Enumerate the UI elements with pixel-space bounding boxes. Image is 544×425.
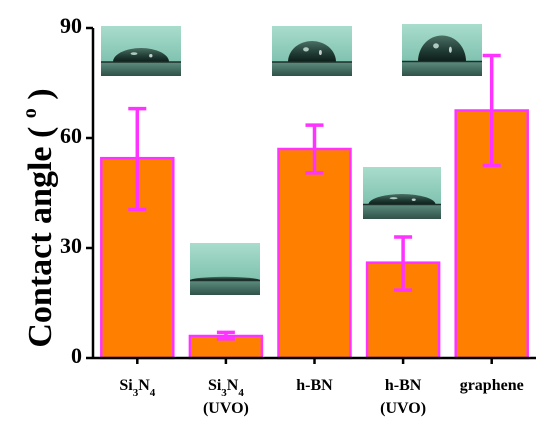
error-bar (305, 123, 324, 175)
y-axis-title-degree: o (19, 108, 41, 118)
bars-group (100, 109, 529, 360)
droplet-insets (101, 24, 482, 295)
x-labels-group: Si3N4 Si3N4(UVO)h-BN h-BN(UVO)graphene (119, 358, 524, 417)
droplet-inset-image (363, 167, 441, 219)
droplet-inset-image (272, 26, 352, 76)
x-tick-label-line2: (UVO) (203, 400, 249, 417)
x-tick-label: Si3N4 (119, 377, 155, 399)
y-axis-title-end: ) (22, 88, 59, 108)
error-bar (216, 330, 235, 341)
y-tick-label: 30 (60, 233, 82, 258)
y-tick-label: 0 (71, 343, 82, 368)
x-tick-label: h-BN (385, 377, 422, 394)
droplet-inset-image (190, 243, 260, 295)
error-bar (482, 53, 501, 168)
x-tick-label-line2: (UVO) (380, 400, 426, 417)
x-tick-label: graphene (460, 377, 524, 394)
bar-h-bn (277, 147, 352, 360)
y-axis-title-text: Contact angle ( (22, 118, 59, 347)
error-bar (128, 106, 147, 212)
y-ticks-group: 0 30 60 90 (60, 13, 93, 368)
error-bars-group (128, 53, 501, 341)
y-axis-title: Contact angle ( o ) (19, 88, 59, 347)
y-tick-label: 60 (60, 123, 82, 148)
error-bar (394, 235, 413, 292)
y-tick-label: 90 (60, 13, 82, 38)
x-tick-label: h-BN (296, 377, 333, 394)
droplet-inset-image (402, 24, 482, 76)
droplet-inset-image (101, 26, 181, 76)
x-tick-label: Si3N4 (208, 377, 244, 399)
